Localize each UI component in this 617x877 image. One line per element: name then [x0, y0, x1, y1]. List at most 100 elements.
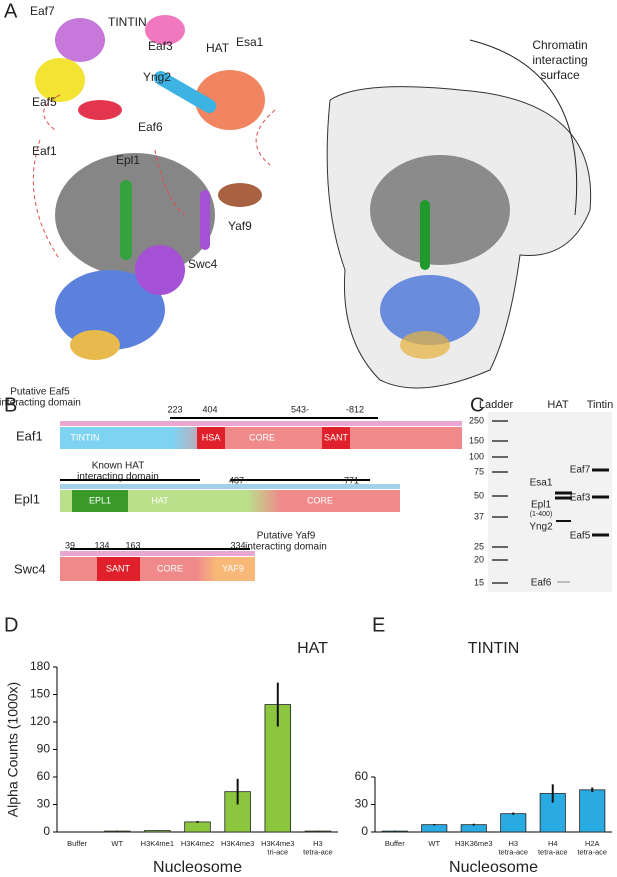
y-tick-label: 60 [355, 769, 369, 783]
gel-header: Tintin [587, 399, 614, 411]
structure-label: HAT [206, 41, 230, 55]
domain-bars [60, 417, 462, 581]
panel-label: A [4, 0, 18, 22]
y-tick-label: 0 [43, 824, 50, 838]
panel-label: B [4, 394, 17, 416]
bar [421, 824, 448, 833]
surface-label: interacting [532, 53, 587, 67]
bar [184, 821, 211, 833]
x-tick-label: H3 tetra-ace [498, 839, 528, 856]
domain-label: HSA [202, 432, 221, 442]
x-tick-label: Buffer [67, 839, 87, 848]
y-tick-label: 120 [30, 714, 50, 728]
x-tick-label: H2A tetra-ace [577, 839, 607, 856]
structure-label: Yng2 [143, 70, 171, 84]
bar [500, 813, 527, 833]
ladder-label: 100 [469, 451, 484, 461]
y-axis-label: Alpha Counts (1000x) [5, 682, 21, 817]
x-axis-label: Nucleosome [449, 859, 538, 876]
ladder-label: 75 [474, 466, 484, 476]
band-label: Eaf7 [570, 465, 591, 476]
chart-title: TINTIN [468, 640, 520, 657]
surface-label: surface [540, 68, 580, 82]
gel-header: HAT [547, 399, 568, 411]
band-label: Eaf5 [570, 531, 591, 542]
residue-number: 163 [125, 540, 140, 550]
band-label: Yng2 [529, 522, 553, 533]
structure-label: Esa1 [236, 35, 264, 49]
protein-name: Epl1 [14, 491, 40, 506]
panel-label: E [372, 614, 385, 636]
ladder-label: 15 [474, 577, 484, 587]
residue-number: 223 [167, 404, 182, 414]
structure-label: Eaf5 [32, 95, 57, 109]
structure-left [32, 15, 276, 360]
gel [488, 412, 612, 592]
band-label: (1-400) [530, 511, 553, 518]
y-tick-label: 30 [355, 797, 369, 811]
ladder-label: 50 [474, 490, 484, 500]
structure-label: Eaf3 [148, 39, 173, 53]
domain-label: SANT [324, 432, 349, 442]
panel-label: D [4, 614, 18, 636]
ladder-label: 20 [474, 554, 484, 564]
x-tick-label: H3K4me3 tri-ace [261, 839, 294, 856]
panel-label: C [470, 394, 484, 416]
x-axis-label: Nucleosome [153, 859, 242, 876]
x-tick-label: H3K4me1 [141, 839, 174, 848]
x-tick-label: Buffer [385, 839, 405, 848]
structure-label: Epl1 [116, 153, 140, 167]
ladder-label: 25 [474, 541, 484, 551]
gel-header: Ladder [479, 399, 514, 411]
x-tick-label: H3K4me3 [221, 839, 254, 848]
surface-label: Chromatin [532, 38, 587, 52]
y-tick-label: 30 [37, 797, 51, 811]
y-tick-label: 90 [37, 742, 51, 756]
structure-right [326, 39, 592, 389]
residue-number: 543- [291, 404, 309, 414]
band-label: Eaf3 [570, 493, 591, 504]
protein-name: Eaf1 [16, 428, 43, 443]
domain-label: CORE [307, 495, 333, 505]
chart-title: HAT [297, 640, 328, 657]
domain-label: EPL1 [89, 495, 111, 505]
domain-label: HAT [151, 495, 169, 505]
x-tick-label: H3K36me3 [455, 839, 493, 848]
domain-label: TINTIN [71, 432, 100, 442]
domain-note: interacting domain [0, 398, 81, 409]
band-label: Epl1 [531, 500, 551, 511]
ladder-label: 37 [474, 511, 484, 521]
domain-label: YAF9 [222, 563, 244, 573]
residue-number: -812 [346, 404, 364, 414]
y-tick-label: 0 [361, 824, 368, 838]
structure-label: Eaf7 [30, 4, 55, 18]
structure-label: Swc4 [188, 257, 218, 271]
y-tick-label: 60 [37, 769, 51, 783]
ladder-label: 150 [469, 435, 484, 445]
residue-number: 134 [94, 540, 109, 550]
structure-label: TINTIN [108, 15, 147, 29]
residue-number: 334 [230, 540, 245, 550]
structure-label: Eaf1 [32, 144, 57, 158]
domain-note: Putative Eaf5 [10, 387, 70, 398]
structure-label: Eaf6 [138, 120, 163, 134]
residue-number: 487- [229, 475, 247, 485]
x-tick-label: H3 tetra-ace [303, 839, 333, 856]
x-tick-label: WT [428, 839, 440, 848]
domain-note: Known HAT [92, 461, 145, 472]
band-label: Eaf6 [531, 578, 552, 589]
structure-label: Yaf9 [228, 219, 252, 233]
band-label: Esa1 [530, 478, 553, 489]
y-tick-label: 180 [30, 659, 50, 673]
domain-label: CORE [157, 563, 183, 573]
domain-label: CORE [249, 432, 275, 442]
residue-number: 39 [65, 540, 75, 550]
domain-note: Putative Yaf9 [257, 531, 316, 542]
x-tick-label: H3K4me2 [181, 839, 214, 848]
protein-name: Swc4 [14, 561, 46, 576]
x-tick-label: H4 tetra-ace [538, 839, 568, 856]
residue-number: 404 [202, 404, 217, 414]
domain-label: SANT [106, 563, 131, 573]
x-tick-label: WT [111, 839, 123, 848]
